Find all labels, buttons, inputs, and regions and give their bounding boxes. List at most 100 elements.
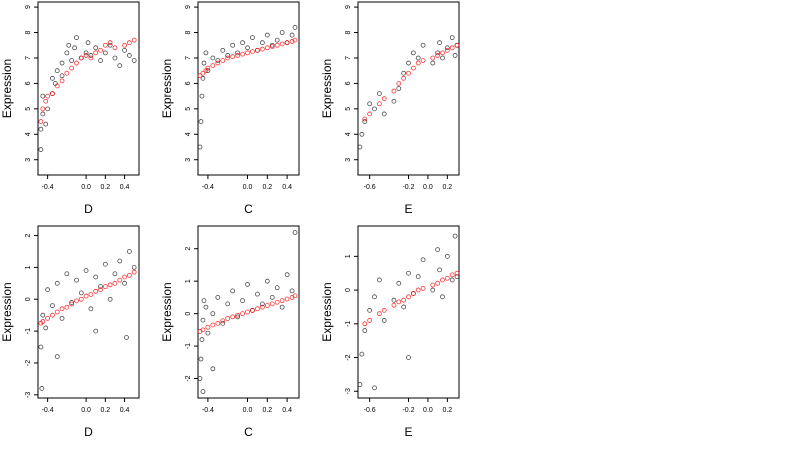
data-point xyxy=(230,42,236,48)
data-point xyxy=(126,53,132,58)
plot-frame xyxy=(197,1,300,176)
data-point xyxy=(264,278,270,284)
y-tick-label: 7 xyxy=(345,56,352,60)
data-point xyxy=(45,315,51,321)
data-point xyxy=(274,299,280,305)
data-point xyxy=(362,119,368,124)
y-tick-label: 5 xyxy=(345,107,352,111)
data-point xyxy=(381,111,387,117)
data-point xyxy=(45,93,51,99)
x-axis-label: C xyxy=(244,202,253,216)
y-tick-label: 5 xyxy=(185,107,192,111)
data-point xyxy=(240,40,245,46)
data-point xyxy=(245,282,250,287)
data-point xyxy=(279,304,285,310)
y-tick-label: -3 xyxy=(25,392,32,398)
data-point xyxy=(43,325,49,331)
y-tick-label: 6 xyxy=(345,81,352,85)
data-point xyxy=(292,37,298,43)
data-point xyxy=(203,50,209,56)
data-point xyxy=(74,298,79,304)
x-axis-label: E xyxy=(404,425,412,439)
plot-frame xyxy=(357,1,460,176)
data-point xyxy=(454,270,460,276)
data-point xyxy=(401,75,407,81)
data-point xyxy=(69,65,75,71)
y-tick-label: 8 xyxy=(185,30,192,34)
data-point xyxy=(40,319,46,324)
data-point xyxy=(250,35,255,41)
y-tick-label: 4 xyxy=(345,132,352,136)
data-point xyxy=(235,53,241,58)
data-point xyxy=(197,376,203,381)
data-point xyxy=(444,45,450,51)
series-2 xyxy=(38,37,137,124)
data-point xyxy=(93,45,99,51)
data-point xyxy=(269,301,275,307)
data-point xyxy=(200,389,206,394)
data-point xyxy=(40,111,46,117)
data-point xyxy=(124,335,129,340)
data-point xyxy=(259,304,265,310)
plot-frame xyxy=(357,225,460,399)
data-point xyxy=(376,91,382,96)
data-point xyxy=(406,60,411,66)
data-point xyxy=(220,320,226,326)
data-point xyxy=(88,306,94,312)
data-point xyxy=(406,294,411,300)
data-point xyxy=(74,60,79,66)
data-point xyxy=(59,78,65,84)
data-point xyxy=(102,284,108,289)
data-point xyxy=(420,285,426,291)
data-point xyxy=(50,312,55,318)
x-tick-label: 0.0 xyxy=(243,184,253,191)
data-point xyxy=(88,292,94,297)
data-point xyxy=(259,46,265,52)
data-point xyxy=(210,311,216,317)
data-point xyxy=(131,58,137,63)
y-tick-label: 0 xyxy=(25,297,32,301)
y-tick-label: 5 xyxy=(25,107,32,111)
data-point xyxy=(50,75,55,81)
data-point xyxy=(284,296,290,302)
data-point xyxy=(245,309,250,315)
data-point xyxy=(250,49,255,55)
data-point xyxy=(255,306,260,312)
data-point xyxy=(292,25,298,30)
data-point xyxy=(107,40,113,46)
data-point xyxy=(452,233,458,239)
data-point xyxy=(203,304,209,310)
data-point xyxy=(292,230,298,235)
data-point xyxy=(250,307,255,313)
series-2 xyxy=(197,37,298,79)
data-point xyxy=(292,293,298,299)
data-point xyxy=(38,344,44,350)
data-point xyxy=(372,385,377,391)
y-tick-label: 9 xyxy=(25,5,32,9)
y-tick-label: 3 xyxy=(25,158,32,162)
series-2 xyxy=(38,269,137,326)
data-point xyxy=(391,88,397,94)
y-tick-label: 9 xyxy=(185,5,192,9)
y-tick-label: 2 xyxy=(25,234,32,238)
data-point xyxy=(74,35,79,41)
data-point xyxy=(197,73,203,79)
x-tick-label: -0.6 xyxy=(364,407,376,414)
plot-frame xyxy=(37,1,140,176)
x-axis-label: D xyxy=(84,425,93,439)
x-tick-label: 0.2 xyxy=(100,407,110,414)
data-point xyxy=(245,50,250,56)
data-point xyxy=(289,288,295,294)
data-point xyxy=(435,53,441,58)
data-point xyxy=(359,351,365,357)
data-point xyxy=(372,106,377,112)
data-point xyxy=(415,287,421,293)
data-point xyxy=(39,386,45,391)
data-point xyxy=(38,119,44,124)
data-point xyxy=(117,258,123,264)
data-point xyxy=(376,311,382,317)
data-point xyxy=(205,324,211,330)
data-point xyxy=(396,299,402,305)
data-point xyxy=(454,42,460,48)
